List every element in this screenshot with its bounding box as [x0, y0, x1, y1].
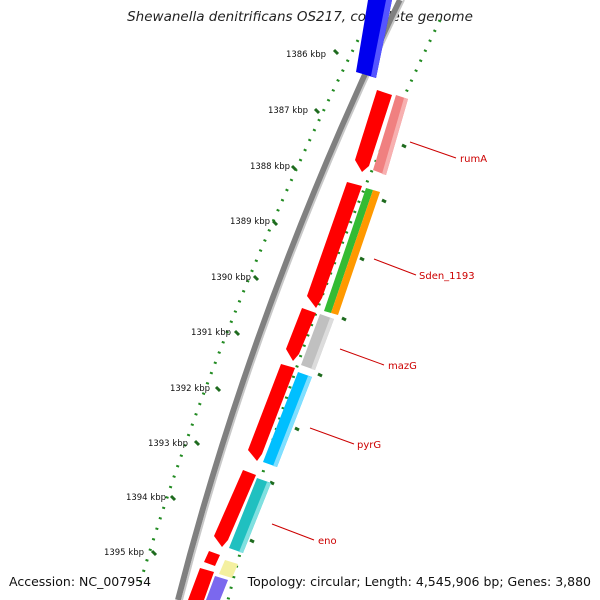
accession-label: Accession: NC_007954	[9, 574, 152, 589]
tick-label-1386: 1386 kbp	[286, 50, 326, 60]
gene-track-colored	[206, 95, 408, 600]
gene-Sden_1193-orange	[331, 190, 380, 315]
scale-ticks	[150, 48, 340, 557]
genome-summary: Topology: circular; Length: 4,545,906 bp…	[247, 574, 591, 589]
tick-label-1389: 1389 kbp	[230, 217, 270, 227]
genome-backbone	[175, 0, 403, 600]
cds-track-forward	[188, 90, 392, 600]
cds-arrow-2	[307, 182, 362, 308]
tick-label-1387: 1387 kbp	[268, 106, 308, 116]
tick-label-1390: 1390 kbp	[211, 273, 251, 283]
cds-arrow-3	[286, 308, 316, 361]
tick-label-1393: 1393 kbp	[148, 439, 188, 449]
cds-arrow-7	[188, 568, 214, 600]
gene-label-pyrG: pyrG	[357, 440, 381, 451]
gene-Sden_1193-green	[324, 188, 373, 313]
gene-label-lines	[271, 141, 457, 541]
gene-label-mazG: mazG	[388, 361, 417, 372]
cds-arrow-4	[248, 364, 295, 461]
genome-backbone-highlight	[181, 0, 405, 600]
gene-yellow	[219, 560, 238, 578]
cds-arrow-6	[204, 551, 220, 566]
gene-pyrG	[263, 372, 312, 467]
gene-mazG	[301, 314, 334, 370]
tick-label-1392: 1392 kbp	[170, 384, 210, 394]
gene-eno	[229, 478, 271, 553]
gene-label-eno: eno	[318, 536, 337, 547]
gene-label-rumA: rumA	[460, 154, 487, 165]
tick-label-1391: 1391 kbp	[191, 328, 231, 338]
tick-label-1388: 1388 kbp	[250, 162, 290, 172]
tick-label-1394: 1394 kbp	[126, 493, 166, 503]
cds-arrow-1	[355, 90, 392, 172]
tick-label-1395: 1395 kbp	[104, 548, 144, 558]
cds-arrow-5	[214, 470, 256, 547]
gene-purple	[206, 576, 228, 600]
inner-ticks	[249, 143, 407, 544]
gene-label-Sden_1193: Sden_1193	[419, 271, 475, 282]
